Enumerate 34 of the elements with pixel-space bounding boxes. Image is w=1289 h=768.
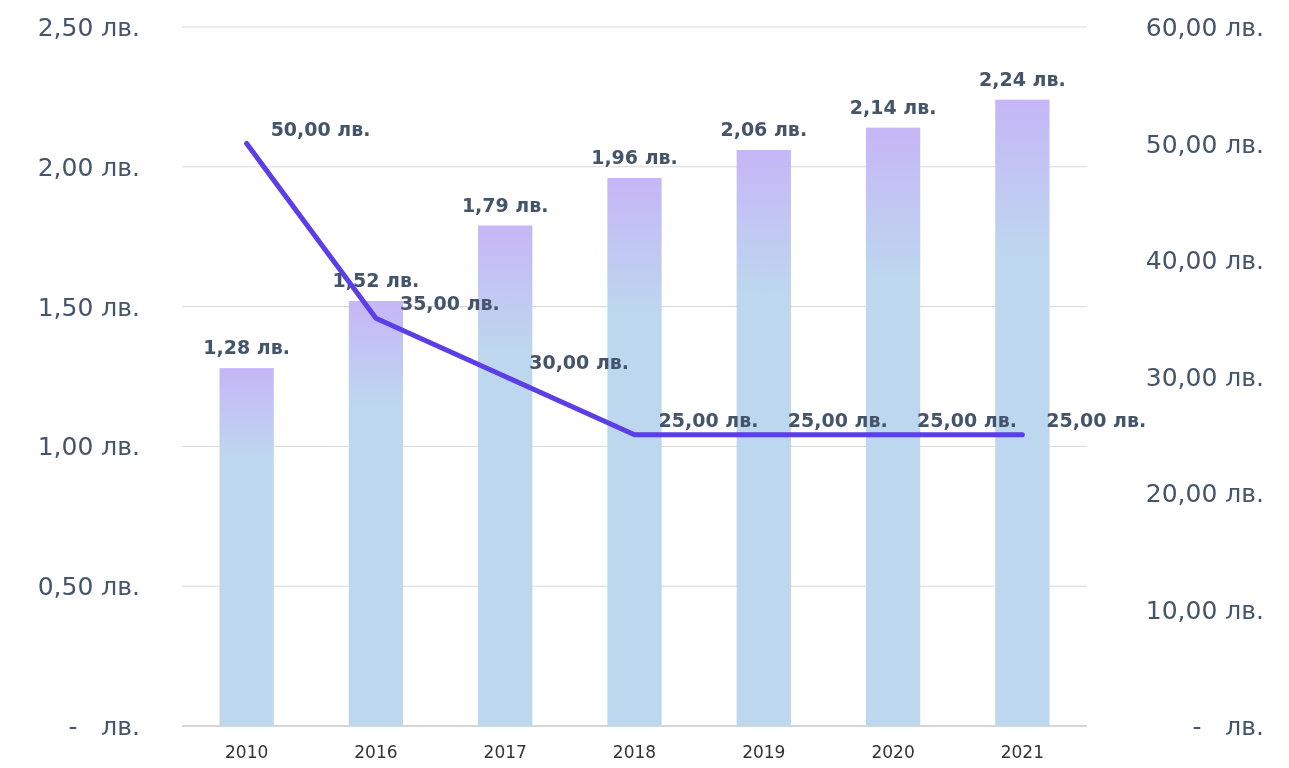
data-label: 25,00 лв.	[917, 408, 1017, 431]
data-label: 1,79 лв.	[461, 193, 549, 216]
y-tick-label: 2,00 лв.	[37, 152, 140, 182]
data-label: 25,00 лв.	[787, 408, 888, 431]
bar	[219, 368, 274, 726]
data-label: 2,06 лв.	[720, 118, 808, 141]
data-label: 25,00 лв.	[658, 408, 759, 431]
data-label: 35,00 лв.	[399, 292, 500, 315]
y-tick-label: 0,50 лв.	[37, 572, 140, 602]
y2-tick-label: 20,00 лв.	[1145, 479, 1264, 508]
x-tick-label: 2018	[612, 742, 657, 762]
data-label: 25,00 лв.	[1046, 408, 1147, 431]
data-label: 30,00 лв.	[529, 350, 630, 373]
data-label: 50,00 лв.	[270, 117, 371, 140]
x-tick-label: 2020	[871, 742, 915, 762]
y-tick-label: - лв.	[68, 712, 140, 741]
x-tick-label: 2016	[354, 742, 398, 762]
y2-tick-label: 30,00 лв.	[1145, 362, 1264, 392]
y2-tick-label: 60,00 лв.	[1145, 13, 1264, 42]
y2-tick-label: 50,00 лв.	[1145, 129, 1264, 159]
x-tick-label: 2010	[225, 742, 269, 762]
data-label: 2,24 лв.	[979, 67, 1066, 90]
y2-tick-label: 10,00 лв.	[1145, 595, 1264, 625]
y-tick-label: 1,00 лв.	[37, 432, 140, 462]
y-tick-label: 1,50 лв.	[37, 292, 140, 322]
data-label: 1,28 лв.	[203, 336, 290, 359]
y-tick-label: 2,50 лв.	[37, 13, 140, 42]
data-label: 1,96 лв.	[591, 145, 678, 168]
y2-tick-label: 40,00 лв.	[1145, 246, 1264, 275]
x-tick-label: 2019	[742, 742, 786, 762]
data-label: 2,14 лв.	[849, 95, 937, 118]
y2-tick-label: - лв.	[1192, 712, 1264, 741]
x-tick-label: 2017	[483, 742, 527, 762]
x-tick-label: 2021	[1000, 742, 1044, 762]
